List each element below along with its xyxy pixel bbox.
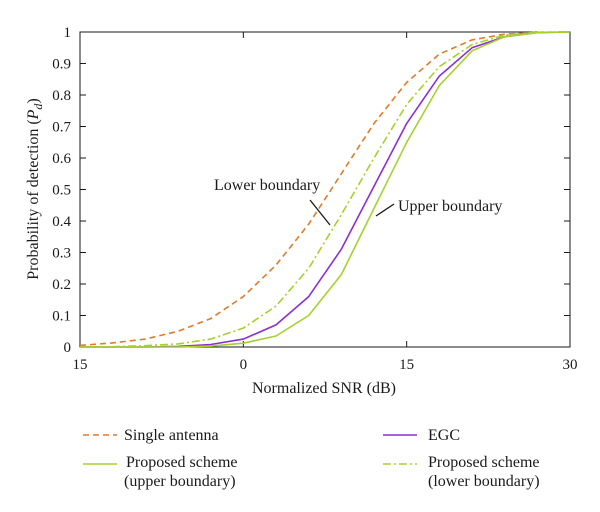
legend-label-proposed-upper-line2: (upper boundary) <box>124 473 236 490</box>
annotations: Lower boundary Upper boundary <box>214 177 502 226</box>
y-axis-label-symbol: P <box>25 109 42 120</box>
y-tick-label: 1 <box>64 25 72 41</box>
plot-frame <box>79 31 571 348</box>
y-tick-label: 0.1 <box>52 309 71 325</box>
y-tick-label: 0.2 <box>52 277 71 293</box>
legend-entry-proposed-lower: Proposed scheme (lower boundary) <box>383 454 540 490</box>
legend-entry-egc: EGC <box>383 427 460 444</box>
annotation-upper-boundary: Upper boundary <box>398 198 502 215</box>
annotation-lower-pointer <box>309 199 331 226</box>
y-tick-label: 0.4 <box>52 214 71 230</box>
y-tick-label: 0.3 <box>52 246 71 262</box>
legend-label-egc: EGC <box>428 427 460 444</box>
legend-label-single-antenna: Single antenna <box>124 427 219 444</box>
annotation-lower-boundary: Lower boundary <box>214 177 320 194</box>
y-axis-label-text: Probability of detection ( <box>25 119 42 279</box>
x-tick-label: 15 <box>73 357 88 373</box>
y-tick-label: 0.8 <box>52 88 71 104</box>
y-axis-ticks: 0 0.1 0.2 0.3 0.4 0.5 0.6 0.7 0.8 0.9 1 <box>52 25 570 356</box>
annotation-upper-pointer <box>375 203 395 217</box>
y-tick-label: 0 <box>64 340 72 356</box>
series-line-proposed-lower <box>79 31 571 348</box>
legend-label-proposed-lower-line1: Proposed scheme <box>428 454 540 471</box>
legend-label-proposed-lower-line2: (lower boundary) <box>428 473 540 490</box>
plot-area: 00.10.20.30.40.50.60.70.80.91 15 0 15 30 Lo… <box>52 25 577 373</box>
legend-entry-single-antenna: Single antenna <box>83 427 219 444</box>
y-axis-label: Probability of detection (Pd) <box>25 98 45 280</box>
y-axis-label-close: ) <box>25 98 42 103</box>
y-axis-label-subscript: d <box>31 103 45 110</box>
series-line-single-antenna <box>79 31 571 347</box>
x-axis-ticks: 15 0 15 30 <box>73 32 578 373</box>
y-tick-label: 0.9 <box>52 57 71 73</box>
series-lines <box>79 31 571 348</box>
legend-entry-proposed-upper: Proposed scheme (upper boundary) <box>83 454 238 490</box>
y-tick-label: 0.6 <box>52 151 71 167</box>
y-tick-label: 0.7 <box>52 120 71 136</box>
series-line-proposed-upper <box>80 31 571 348</box>
x-tick-label: 15 <box>399 357 414 373</box>
x-axis-label: Normalized SNR (dB) <box>252 380 396 397</box>
x-tick-label: 30 <box>563 357 578 373</box>
series-line-egc <box>80 31 571 348</box>
legend-label-proposed-upper-line1: Proposed scheme <box>126 454 238 471</box>
x-tick-label: 0 <box>240 357 248 373</box>
y-tick-label: 0.5 <box>52 183 71 199</box>
legend: Single antenna EGC Proposed scheme (uppe… <box>83 427 540 490</box>
